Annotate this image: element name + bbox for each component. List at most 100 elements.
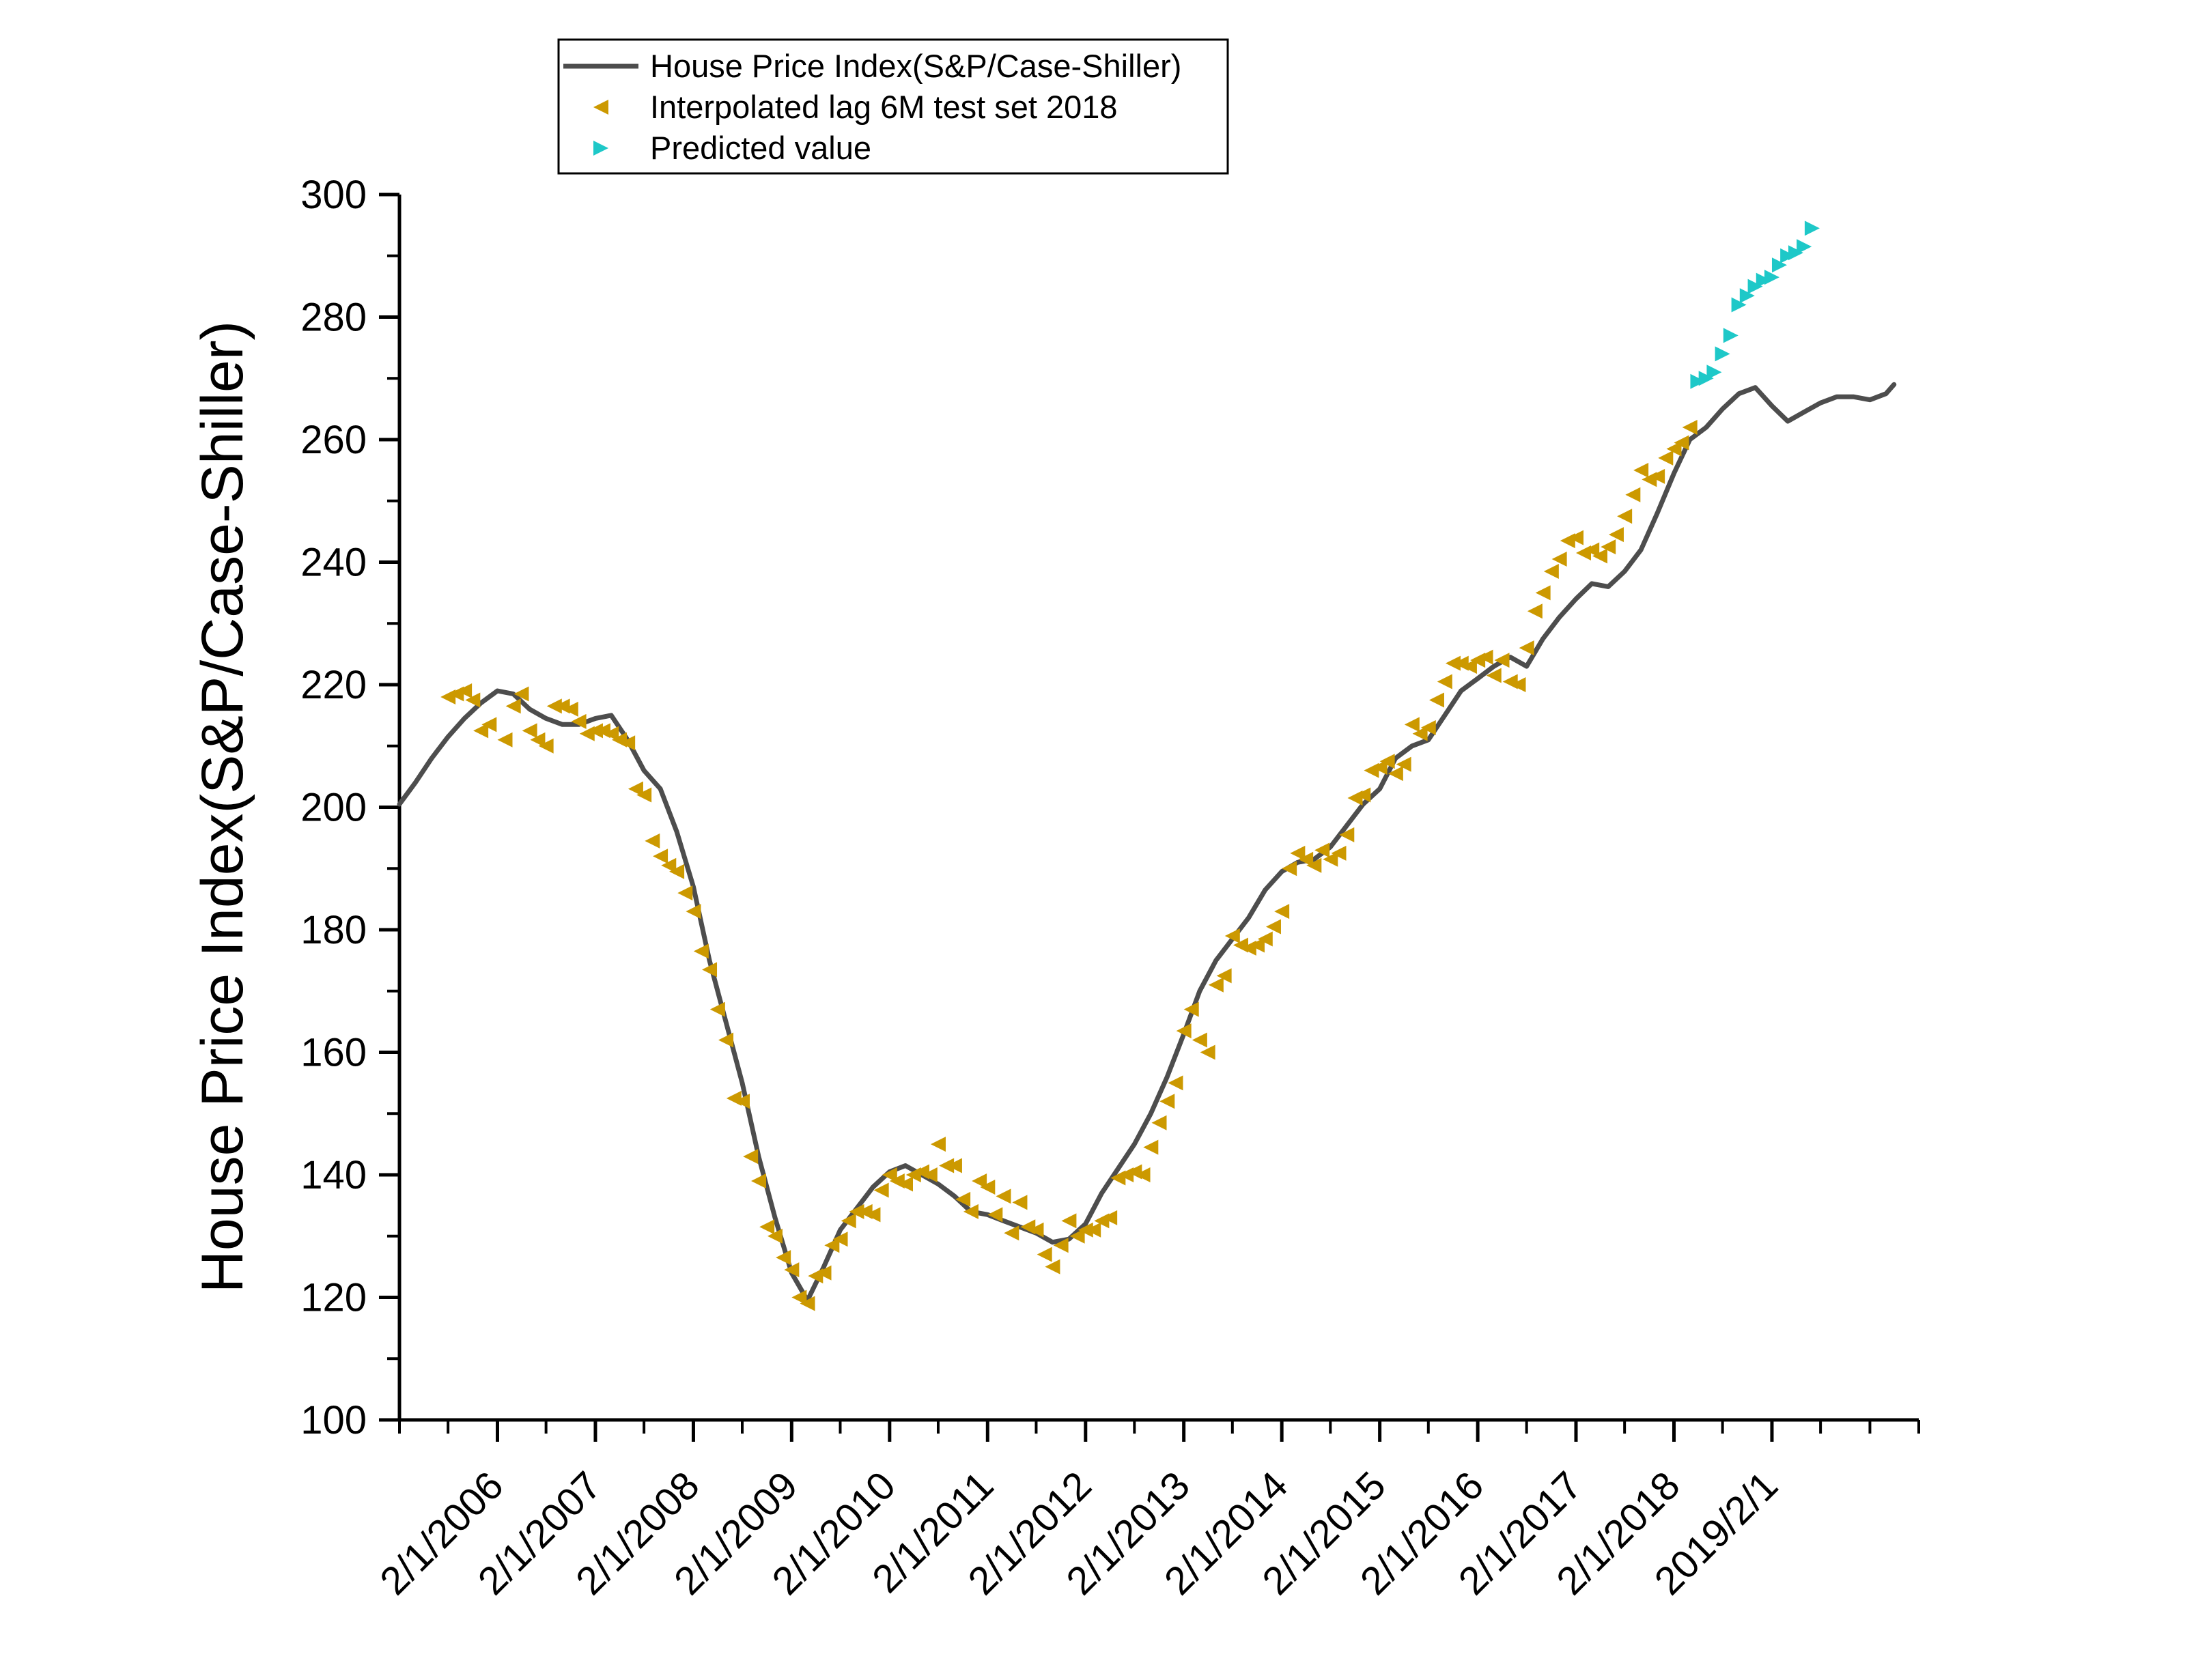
point-interpolated xyxy=(1445,655,1461,671)
point-interpolated xyxy=(1323,851,1338,867)
point-interpolated xyxy=(546,698,562,714)
point-interpolated xyxy=(1183,1001,1199,1017)
point-interpolated xyxy=(1274,904,1290,920)
point-interpolated xyxy=(636,787,652,803)
point-interpolated xyxy=(538,738,554,754)
point-interpolated xyxy=(1519,640,1534,656)
point-interpolated xyxy=(645,833,660,849)
point-interpolated xyxy=(473,723,489,739)
legend: House Price Index(S&P/Case-Shiller) Inter… xyxy=(557,38,1229,175)
point-interpolated xyxy=(767,1228,783,1244)
point-interpolated xyxy=(972,1173,987,1188)
point-predicted xyxy=(1723,328,1738,343)
point-interpolated xyxy=(686,904,701,920)
point-interpolated xyxy=(1339,827,1355,842)
point-interpolated xyxy=(784,1262,800,1278)
y-axis-title: House Price Index(S&P/Case-Shiller) xyxy=(190,321,255,1293)
point-predicted xyxy=(1797,239,1812,255)
point-interpolated xyxy=(1428,692,1444,708)
legend-entry-label: Interpolated lag 6M test set 2018 xyxy=(650,89,1118,125)
point-interpolated xyxy=(759,1219,775,1235)
point-interpolated xyxy=(1306,857,1322,873)
point-interpolated xyxy=(709,1001,725,1017)
y-tick-label: 240 xyxy=(300,541,367,585)
point-interpolated xyxy=(1412,726,1428,741)
point-interpolated xyxy=(1625,487,1641,502)
point-predicted xyxy=(1698,371,1714,386)
point-interpolated xyxy=(955,1191,971,1207)
point-interpolated xyxy=(1396,756,1411,772)
point-interpolated xyxy=(1551,552,1567,567)
point-predicted xyxy=(1690,373,1706,389)
point-predicted xyxy=(1715,346,1730,362)
point-interpolated xyxy=(571,713,587,729)
y-tick-label: 220 xyxy=(300,663,367,707)
point-interpolated xyxy=(587,723,603,739)
point-interpolated xyxy=(1372,760,1388,775)
point-interpolated xyxy=(1176,1023,1192,1039)
legend-swatch-right-triangle xyxy=(593,141,608,156)
y-tick-label: 140 xyxy=(300,1153,367,1197)
point-interpolated xyxy=(653,849,668,864)
series-line-hpi xyxy=(397,382,1897,1303)
point-interpolated xyxy=(677,885,693,901)
point-interpolated xyxy=(1535,585,1551,601)
point-predicted xyxy=(1706,365,1722,380)
point-interpolated xyxy=(1135,1167,1151,1182)
point-interpolated xyxy=(1061,1213,1077,1229)
point-interpolated xyxy=(563,701,578,717)
point-interpolated xyxy=(776,1250,791,1266)
point-interpolated xyxy=(898,1176,914,1192)
point-interpolated xyxy=(1298,851,1314,867)
point-interpolated xyxy=(1257,931,1273,947)
point-interpolated xyxy=(457,683,473,698)
point-interpolated xyxy=(1265,919,1281,935)
point-interpolated xyxy=(1069,1228,1085,1244)
point-predicted xyxy=(1804,220,1820,236)
legend-box xyxy=(557,38,1229,175)
point-interpolated xyxy=(930,1137,946,1152)
point-interpolated xyxy=(791,1290,807,1305)
point-interpolated xyxy=(1478,649,1493,665)
point-interpolated xyxy=(718,1032,734,1048)
point-interpolated xyxy=(946,1158,962,1173)
point-interpolated xyxy=(505,698,521,714)
legend-entry-label: Predicted value xyxy=(650,130,871,166)
point-interpolated xyxy=(816,1265,832,1281)
point-interpolated xyxy=(1379,754,1395,769)
point-interpolated xyxy=(1543,563,1559,579)
legend-swatch-left-triangle xyxy=(593,100,608,115)
y-tick-label: 100 xyxy=(300,1398,367,1442)
point-interpolated xyxy=(865,1207,881,1223)
point-interpolated xyxy=(1143,1139,1159,1155)
point-predicted xyxy=(1780,248,1796,264)
point-interpolated xyxy=(1208,977,1224,993)
point-predicted xyxy=(1731,297,1747,313)
point-interpolated xyxy=(1037,1247,1052,1262)
point-interpolated xyxy=(1314,842,1330,858)
point-interpolated xyxy=(1666,441,1682,457)
point-interpolated xyxy=(996,1188,1011,1204)
point-interpolated xyxy=(1584,542,1600,558)
point-interpolated xyxy=(1159,1094,1175,1109)
point-interpolated xyxy=(980,1179,996,1195)
point-interpolated xyxy=(1608,527,1624,543)
point-interpolated xyxy=(987,1207,1003,1223)
point-interpolated xyxy=(1078,1222,1093,1238)
point-interpolated xyxy=(800,1296,815,1311)
point-interpolated xyxy=(530,732,546,748)
y-tick-label: 200 xyxy=(300,786,367,830)
point-interpolated xyxy=(1633,462,1649,478)
point-interpolated xyxy=(497,732,513,748)
point-interpolated xyxy=(1331,845,1347,861)
point-interpolated xyxy=(1224,928,1240,943)
point-interpolated xyxy=(1355,787,1371,803)
point-interpolated xyxy=(873,1182,889,1198)
point-interpolated xyxy=(1004,1225,1019,1241)
point-interpolated xyxy=(1151,1115,1167,1130)
point-interpolated xyxy=(1617,509,1633,524)
point-interpolated xyxy=(1053,1238,1069,1253)
point-interpolated xyxy=(743,1149,759,1165)
point-interpolated xyxy=(1568,530,1583,545)
point-interpolated xyxy=(1282,861,1297,877)
